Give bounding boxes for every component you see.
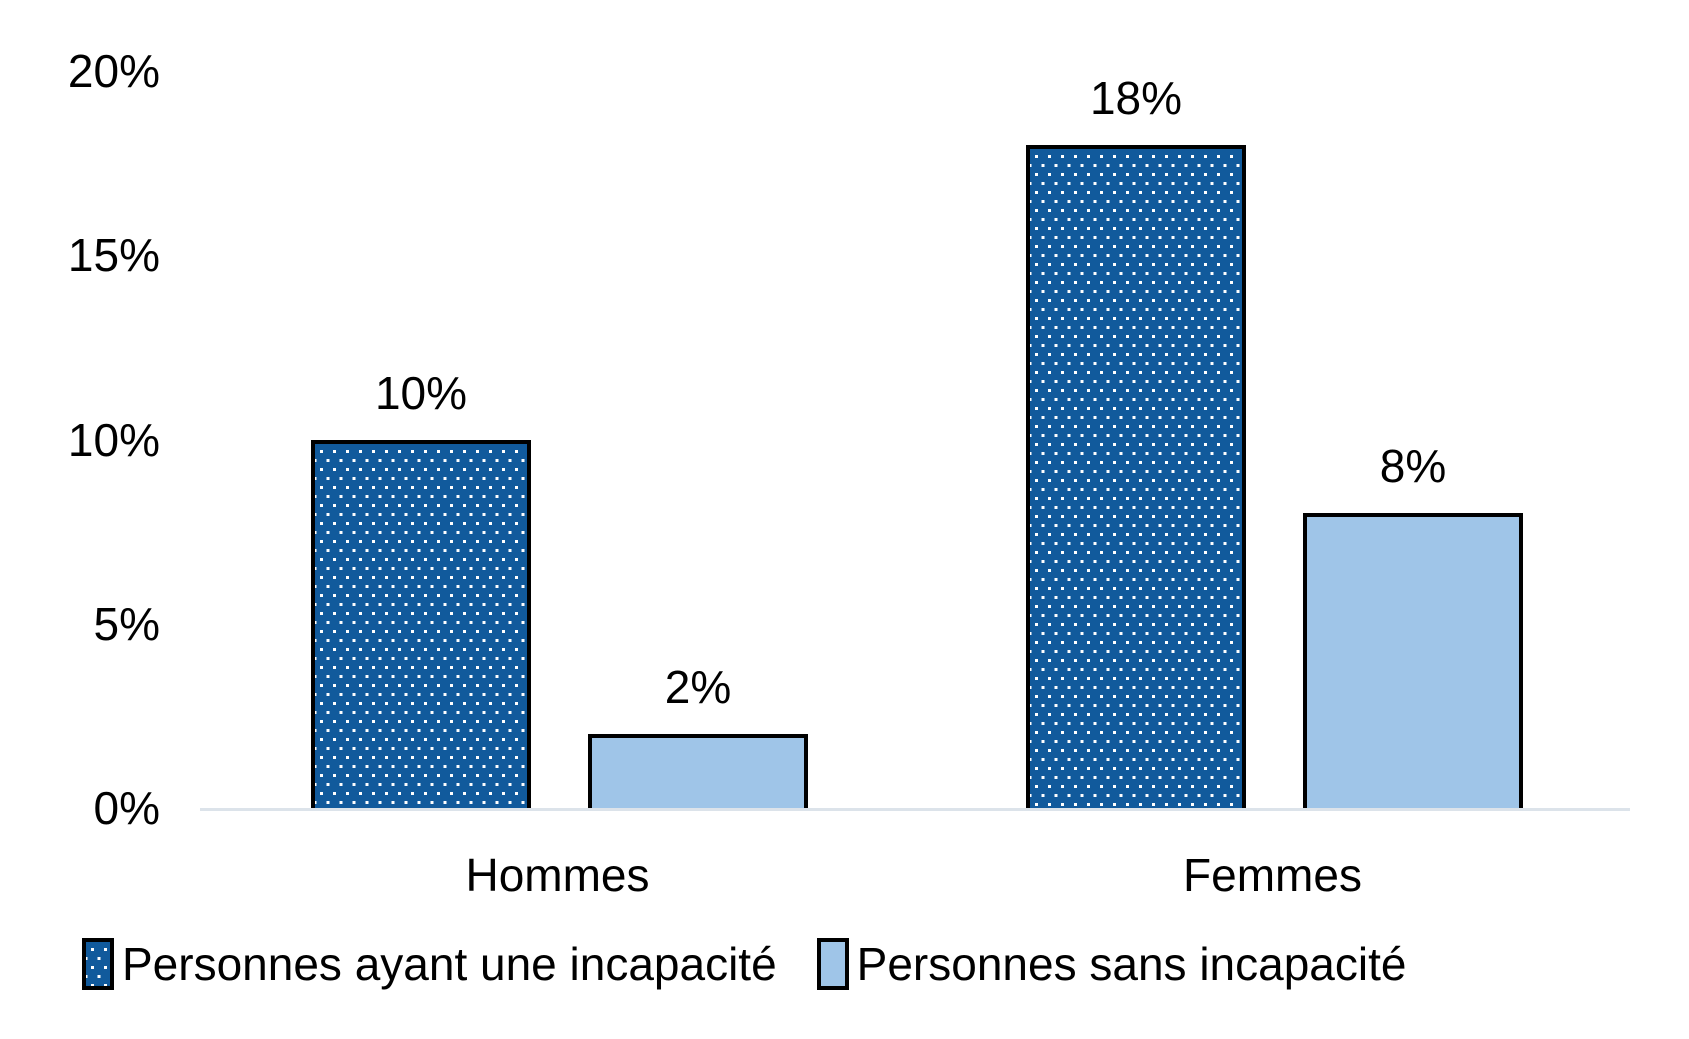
- plot-area: 10% 2% 18% 8%: [200, 71, 1630, 808]
- y-tick-0: 0%: [93, 782, 160, 834]
- x-label-femmes: Femmes: [1183, 849, 1362, 901]
- y-tick-20: 20%: [67, 45, 160, 97]
- bar-group-hommes-incapacite: 10%: [311, 71, 531, 808]
- legend-swatch-dotted: [82, 938, 114, 990]
- x-axis-line: [200, 808, 1630, 811]
- y-axis: 20% 15% 10% 5% 0%: [0, 48, 160, 831]
- y-tick-10: 10%: [67, 413, 160, 466]
- bar-femmes-sans-incapacite: [1303, 513, 1523, 808]
- legend-label: Personnes ayant une incapacité: [122, 937, 777, 990]
- bar-group-femmes-incapacite: 18%: [1026, 71, 1246, 808]
- bar-value-label: 8%: [1379, 440, 1447, 493]
- legend-label: Personnes sans incapacité: [856, 937, 1407, 990]
- bar-group-femmes-sans-incapacite: 8%: [1303, 71, 1523, 808]
- bar-hommes-sans-incapacite: [588, 734, 808, 808]
- y-tick-5: 5%: [93, 597, 160, 650]
- legend-item-ayant-incapacite: Personnes ayant une incapacité: [82, 938, 777, 990]
- bar-value-label: 18%: [1089, 71, 1183, 124]
- bar-value-label: 10%: [374, 366, 468, 419]
- x-label-hommes: Hommes: [465, 849, 650, 901]
- bar-value-label: 2%: [664, 661, 732, 714]
- bar-femmes-ayant-incapacite: [1026, 144, 1246, 808]
- bar-hommes-ayant-incapacite: [311, 439, 531, 808]
- bar-group-hommes-sans-incapacite: 2%: [588, 71, 808, 808]
- legend: Personnes ayant une incapacité Personnes…: [82, 938, 1406, 990]
- legend-item-sans-incapacite: Personnes sans incapacité: [816, 937, 1407, 990]
- legend-swatch-solid: [816, 938, 849, 990]
- y-tick-15: 15%: [67, 229, 160, 282]
